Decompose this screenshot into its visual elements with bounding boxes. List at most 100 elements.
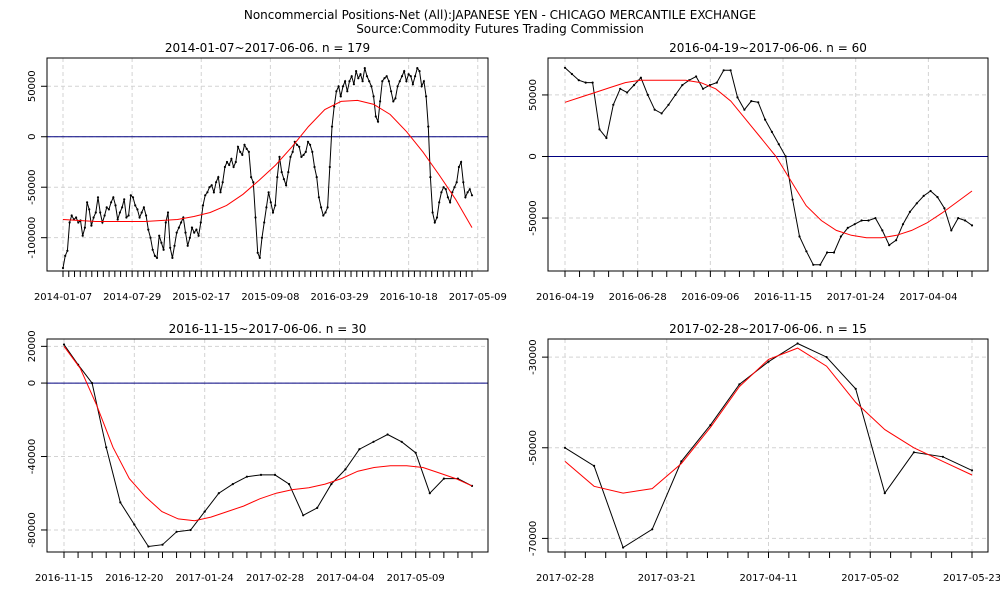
data-point <box>805 250 808 253</box>
data-point <box>175 530 178 533</box>
data-point <box>166 211 170 214</box>
data-point <box>260 236 264 239</box>
y-tick-label: -50000 <box>528 430 539 465</box>
data-point <box>302 514 305 517</box>
data-point <box>232 165 235 169</box>
data-point <box>418 70 421 73</box>
data-point <box>470 194 474 197</box>
data-point <box>563 446 567 449</box>
data-point <box>598 128 601 131</box>
data-point <box>425 95 428 98</box>
data-point <box>341 85 345 88</box>
data-point <box>147 545 150 548</box>
chart-panel-4: 2017-02-28~2017-06-06. n = 15 2017-02-28 2… <box>528 322 1000 584</box>
data-point <box>134 204 137 207</box>
data-point <box>337 85 340 88</box>
data-point <box>158 234 161 237</box>
x-tick-label: 2016-06-28 <box>609 292 667 303</box>
data-point <box>274 204 277 207</box>
data-point <box>355 70 358 73</box>
data-point <box>119 501 122 504</box>
smooth-line <box>564 79 973 239</box>
data-point <box>812 263 815 266</box>
data-point <box>259 473 263 476</box>
x-tick-label: 2016-12-20 <box>105 573 163 584</box>
data-point <box>832 251 836 254</box>
data-point <box>438 201 441 204</box>
data-point <box>256 251 259 254</box>
data-point <box>107 208 110 211</box>
data-point <box>385 75 388 78</box>
plot-frame <box>46 57 489 272</box>
data-point <box>140 211 143 214</box>
data-point <box>177 226 180 229</box>
data-point <box>289 155 292 158</box>
data-point <box>151 248 154 251</box>
data-point <box>287 171 290 174</box>
data-point <box>344 80 347 83</box>
data-point <box>175 231 178 234</box>
data-point <box>243 143 246 146</box>
data-point <box>83 226 86 229</box>
y-tick-label: 50000 <box>27 70 38 102</box>
data-point <box>250 176 253 179</box>
y-tick-label: -70000 <box>528 521 539 556</box>
panel-title: 2017-02-28~2017-06-06. n = 15 <box>669 322 867 336</box>
data-point <box>777 143 780 146</box>
data-line <box>63 344 473 548</box>
data-point <box>400 440 403 443</box>
data-point <box>173 244 176 247</box>
data-point <box>160 241 163 244</box>
data-point <box>374 115 377 118</box>
data-point <box>285 184 288 187</box>
data-point <box>453 186 456 189</box>
data-point <box>444 188 447 191</box>
data-point <box>193 231 196 234</box>
y-tick-label: 0 <box>528 153 539 159</box>
y-tick-label: -30000 <box>528 339 539 374</box>
data-point <box>225 160 229 164</box>
data-point <box>957 217 960 220</box>
data-point <box>199 221 202 224</box>
x-tick-label: 2017-03-21 <box>638 573 696 584</box>
data-point <box>322 214 325 217</box>
data-point <box>339 95 342 98</box>
data-point <box>271 211 275 214</box>
data-point <box>912 451 916 454</box>
data-point <box>680 460 683 463</box>
data-point <box>142 206 145 209</box>
data-point <box>309 143 312 146</box>
data-point <box>695 75 698 78</box>
data-point <box>612 103 615 106</box>
data-point <box>798 235 801 238</box>
y-tick-label: -50000 <box>27 170 38 205</box>
data-point <box>709 424 712 427</box>
data-point <box>348 80 351 83</box>
x-tick-label: 2017-05-02 <box>841 573 899 584</box>
data-point <box>431 211 434 214</box>
data-point <box>302 153 305 156</box>
data-point <box>888 244 891 247</box>
data-point <box>245 475 248 478</box>
x-tick-label: 2017-01-24 <box>176 573 234 584</box>
data-point <box>428 492 431 495</box>
data-point <box>398 80 401 83</box>
data-point <box>62 343 66 346</box>
data-point <box>915 202 918 205</box>
data-point <box>653 108 656 111</box>
data-point <box>184 231 187 234</box>
data-point <box>326 206 329 209</box>
data-point <box>874 217 877 220</box>
data-point <box>427 125 430 128</box>
data-point <box>320 206 323 209</box>
y-tick-label: 0 <box>27 134 38 140</box>
data-point <box>729 69 732 72</box>
data-point <box>330 483 333 486</box>
x-tick-label: 2015-02-17 <box>172 292 230 303</box>
data-point <box>370 85 373 88</box>
data-point <box>442 186 445 189</box>
data-point <box>90 224 93 227</box>
data-point <box>267 191 270 194</box>
data-point <box>839 235 843 238</box>
data-point <box>429 176 432 179</box>
